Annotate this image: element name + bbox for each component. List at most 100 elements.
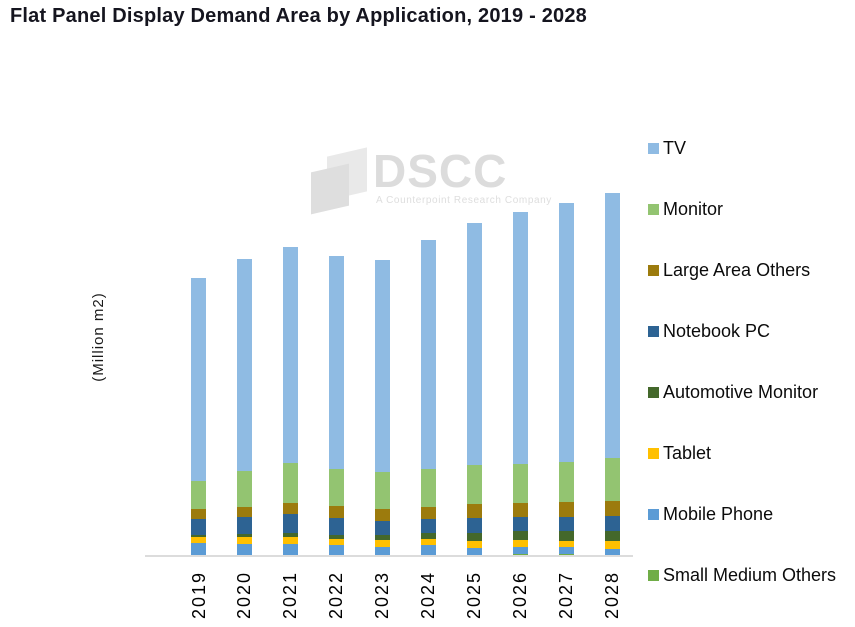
bar-segment-large-area-others-2022	[328, 505, 344, 518]
stacked-bar-2023	[374, 260, 390, 556]
bar-segment-notebook-pc-2025	[466, 517, 482, 533]
bar-segment-tablet-2021	[282, 536, 298, 544]
bar-segment-automotive-monitor-2025	[466, 532, 482, 542]
legend-swatch-icon	[648, 447, 659, 459]
stacked-bar-2020	[236, 258, 252, 556]
watermark-text: DSCC	[373, 145, 508, 197]
bar-segment-automotive-monitor-2027	[558, 530, 574, 541]
bar-segment-small-medium-others-2026	[512, 553, 528, 556]
bar-segment-automotive-monitor-2021	[282, 532, 298, 537]
bar-segment-tv-2023	[374, 260, 390, 472]
bar-segment-large-area-others-2028	[604, 500, 620, 516]
bar-segment-tv-2019	[191, 278, 206, 481]
legend-label: TV	[663, 137, 687, 158]
legend-swatch-icon	[648, 569, 659, 581]
bar-segment-notebook-pc-2023	[374, 520, 390, 535]
bar-segment-notebook-pc-2019	[191, 519, 206, 536]
legend-label: Automotive Monitor	[663, 381, 819, 402]
bar-segment-automotive-monitor-2023	[374, 534, 390, 540]
watermark-tagline: A Counterpoint Research Company	[376, 195, 552, 206]
legend-swatch-icon	[648, 508, 659, 520]
bar-segment-mobile-phone-2020	[236, 543, 252, 555]
bar-segment-tv-2024	[420, 240, 436, 470]
bar-segment-monitor-2021	[282, 463, 298, 503]
x-axis-label-2019: 2019	[188, 570, 209, 619]
x-axis-label-2027: 2027	[556, 570, 577, 619]
bar-segment-monitor-2023	[374, 472, 390, 509]
bar-segment-monitor-2027	[558, 461, 574, 502]
bar-segment-automotive-monitor-2024	[420, 533, 436, 540]
x-axis-label-2021: 2021	[280, 570, 301, 619]
bar-segment-tv-2027	[558, 203, 574, 462]
legend-item-large-area-others: Large Area Others	[648, 260, 810, 280]
bar-segment-mobile-phone-2028	[604, 548, 620, 555]
legend-item-tv: TV	[648, 138, 686, 158]
bar-segment-tablet-2019	[191, 536, 206, 543]
bar-segment-large-area-others-2027	[558, 501, 574, 517]
bar-segment-automotive-monitor-2019	[191, 535, 206, 537]
legend-label: Large Area Others	[663, 259, 811, 280]
bar-segment-tablet-2024	[420, 539, 436, 546]
bar-segment-mobile-phone-2027	[558, 547, 574, 554]
bar-segment-automotive-monitor-2020	[236, 533, 252, 537]
bar-segment-notebook-pc-2024	[420, 518, 436, 534]
bar-segment-mobile-phone-2025	[466, 547, 482, 555]
legend-item-automotive-monitor: Automotive Monitor	[648, 382, 818, 402]
bar-segment-mobile-phone-2026	[512, 546, 528, 554]
bar-segment-large-area-others-2021	[282, 502, 298, 514]
bar-segment-mobile-phone-2019	[191, 542, 206, 555]
stacked-bar-2021	[282, 247, 298, 556]
bar-segment-tablet-2026	[512, 539, 528, 547]
legend-label: Small Medium Others	[663, 564, 837, 585]
bar-segment-mobile-phone-2023	[374, 546, 390, 556]
bar-segment-notebook-pc-2026	[512, 516, 528, 531]
bar-segment-automotive-monitor-2026	[512, 530, 528, 540]
legend-swatch-icon	[648, 264, 659, 276]
bar-segment-tablet-2028	[604, 541, 620, 549]
bar-segment-notebook-pc-2027	[558, 516, 574, 531]
y-axis-label: (Million m2)	[90, 292, 107, 382]
stacked-bar-2024	[420, 240, 436, 556]
stacked-bar-2027	[558, 203, 574, 556]
bar-segment-notebook-pc-2021	[282, 513, 298, 533]
legend-item-notebook-pc: Notebook PC	[648, 321, 770, 341]
x-axis-label-2022: 2022	[326, 570, 347, 619]
x-axis-label-2025: 2025	[464, 570, 485, 619]
bar-segment-tablet-2027	[558, 540, 574, 548]
legend-swatch-icon	[648, 203, 659, 215]
bar-segment-monitor-2025	[466, 465, 482, 504]
x-axis-label-2028: 2028	[602, 570, 623, 619]
legend-label: Tablet	[663, 442, 712, 463]
bar-segment-tablet-2022	[328, 538, 344, 545]
bar-segment-large-area-others-2025	[466, 503, 482, 518]
bar-segment-large-area-others-2020	[236, 506, 252, 518]
bar-segment-mobile-phone-2024	[420, 545, 436, 555]
bar-segment-large-area-others-2023	[374, 508, 390, 521]
bar-segment-tv-2020	[236, 258, 252, 471]
legend-item-small-medium-others: Small Medium Others	[648, 565, 836, 585]
stacked-bar-2025	[466, 222, 482, 556]
bar-segment-mobile-phone-2021	[282, 543, 298, 555]
bar-segment-large-area-others-2026	[512, 502, 528, 517]
bar-segment-monitor-2022	[328, 469, 344, 506]
bar-segment-automotive-monitor-2028	[604, 531, 620, 542]
bar-segment-automotive-monitor-2022	[328, 535, 344, 539]
x-axis-label-2024: 2024	[418, 570, 439, 619]
dscc-watermark: DSCC A Counterpoint Research Company	[311, 145, 551, 215]
legend-item-mobile-phone: Mobile Phone	[648, 504, 773, 524]
bar-segment-tv-2025	[466, 222, 482, 466]
bar-segment-notebook-pc-2020	[236, 517, 252, 534]
bar-segment-large-area-others-2019	[191, 508, 206, 520]
bar-segment-tablet-2023	[374, 539, 390, 547]
bar-segment-monitor-2020	[236, 470, 252, 507]
legend-label: Mobile Phone	[663, 503, 774, 524]
x-axis-label-2020: 2020	[234, 570, 255, 619]
legend-swatch-icon	[648, 386, 659, 398]
bar-segment-tv-2028	[604, 192, 620, 458]
stacked-bar-2019	[191, 278, 206, 556]
legend-item-tablet: Tablet	[648, 443, 711, 463]
bar-segment-small-medium-others-2027	[558, 553, 574, 556]
bar-segment-tablet-2025	[466, 541, 482, 548]
bar-segment-tv-2026	[512, 212, 528, 464]
